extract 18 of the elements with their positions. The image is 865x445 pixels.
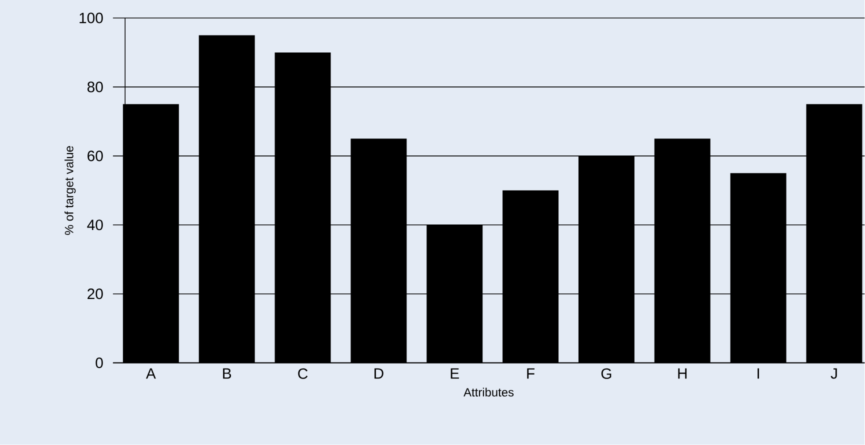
x-tick-label: C [298,368,308,380]
x-tick-label: I [758,368,759,379]
y-tick-label: 20 [88,288,103,300]
y-axis-title: % of target value [64,146,76,235]
x-tick-label: D [374,368,384,379]
x-tick-label: H [678,368,687,379]
y-tick-label: 60 [88,150,103,162]
y-tick-label: 80 [87,82,103,92]
x-tick-label: J [830,368,837,379]
x-tick-label: B [223,368,232,379]
y-tick-label: 0 [96,358,103,368]
x-tick-label: A [146,368,156,379]
y-tick-label: 40 [87,220,103,230]
x-tick-label: F [527,368,535,379]
y-tick-label: 100 [80,12,103,24]
x-axis-title: Attributes [464,388,514,397]
x-tick-label: E [450,368,459,379]
x-tick-label: G [601,368,612,380]
